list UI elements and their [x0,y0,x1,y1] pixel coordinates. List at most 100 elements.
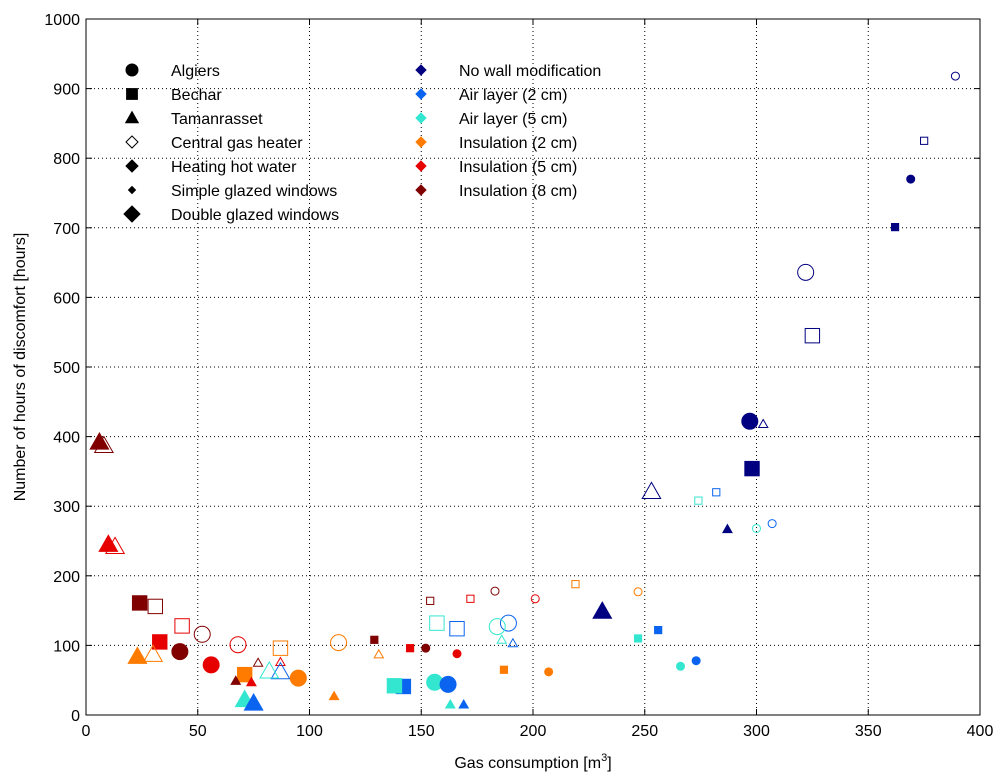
legend-label: Bechar [171,87,222,104]
data-point [444,698,456,709]
data-point [458,698,470,709]
data-point [906,174,916,184]
x-tick-label: 0 [82,723,91,740]
data-point [694,496,703,505]
x-tick-label: 150 [408,723,435,740]
x-tick-label: 350 [855,723,882,740]
legend-marker [126,88,138,100]
data-point [373,648,385,659]
y-tick-label: 500 [53,360,80,377]
data-point [426,596,435,605]
data-point [721,523,733,534]
data-point [676,661,686,671]
legend-label: Air layer (5 cm) [459,111,567,128]
data-point [98,534,119,552]
y-tick-label: 0 [71,708,80,725]
legend-label: Central gas heater [171,135,303,152]
legend-label: Heating hot water [171,159,297,176]
data-point [752,523,761,533]
data-point [499,614,517,632]
data-point [488,618,506,636]
data-point [544,667,554,677]
legend-label: Tamanrasset [171,111,263,128]
legend-marker [125,159,139,173]
data-point [270,661,291,680]
x-axis-label: Gas consumption [m3] [454,752,611,772]
y-tick-label: 400 [53,430,80,447]
legend-label: Air layer (2 cm) [459,87,567,104]
legend-marker [124,110,140,124]
legend-label: Simple glazed windows [171,183,337,200]
data-point [421,643,431,653]
data-point [272,640,289,656]
y-tick-label: 700 [53,221,80,238]
data-point [490,586,500,596]
data-point [230,675,242,685]
data-point [289,669,307,687]
data-point [127,646,148,664]
data-point [131,595,148,611]
data-point [386,678,403,694]
y-tick-label: 900 [53,82,80,99]
legend-label: Algiers [171,63,220,80]
legend-marker [125,135,139,149]
legend-marker [415,112,427,124]
data-point [174,618,190,634]
data-point [259,660,280,679]
data-point [142,644,164,662]
data-point [252,657,264,667]
data-point [744,460,760,477]
data-point [370,635,379,644]
data-point [633,587,643,597]
x-tick-label: 400 [967,723,994,740]
data-point [641,481,662,499]
data-point [147,598,163,615]
data-point [741,412,759,430]
legend-label: Insulation (5 cm) [459,159,577,176]
legend-marker [123,205,141,223]
legend-marker [415,184,427,196]
x-tick-label: 50 [189,723,207,740]
data-point [405,644,415,653]
data-point [193,625,211,643]
x-tick-label: 300 [743,723,770,740]
data-point [243,692,264,711]
data-point [920,136,929,145]
y-tick-label: 600 [53,290,80,307]
legend-label: Double glazed windows [171,207,339,224]
data-point [449,620,465,637]
axis-ticks: 0 50 100 150 200 250 300 350 400 0 100 200 300 400 500… [44,12,993,740]
legend-label: Insulation (8 cm) [459,183,577,200]
grid-lines [86,19,980,715]
data-point [429,615,445,631]
legend-marker [415,88,427,100]
data-point [229,636,247,654]
data-point [592,601,613,619]
legend-marker [125,63,139,77]
y-tick-label: 100 [53,638,80,655]
legend-marker [415,160,427,172]
data-point [804,327,821,344]
data-point [571,580,580,589]
data-point [499,665,509,674]
data-point [330,634,348,652]
x-tick-label: 200 [520,723,547,740]
legend-label: Insulation (2 cm) [459,135,577,152]
data-point [767,519,777,529]
y-axis-label: Number of hours of discomfort [hours] [12,233,29,502]
data-point [439,675,457,693]
data-point [890,223,900,232]
data-point [507,637,519,648]
x-tick-label: 100 [296,723,323,740]
y-tick-label: 1000 [44,12,80,29]
data-point [530,594,540,604]
data-point [466,594,475,603]
data-point [633,634,643,643]
data-point [89,431,110,450]
data-point [654,625,663,635]
data-point [757,418,769,429]
data-point [171,643,189,661]
data-point [496,634,508,644]
data-point [236,666,253,683]
